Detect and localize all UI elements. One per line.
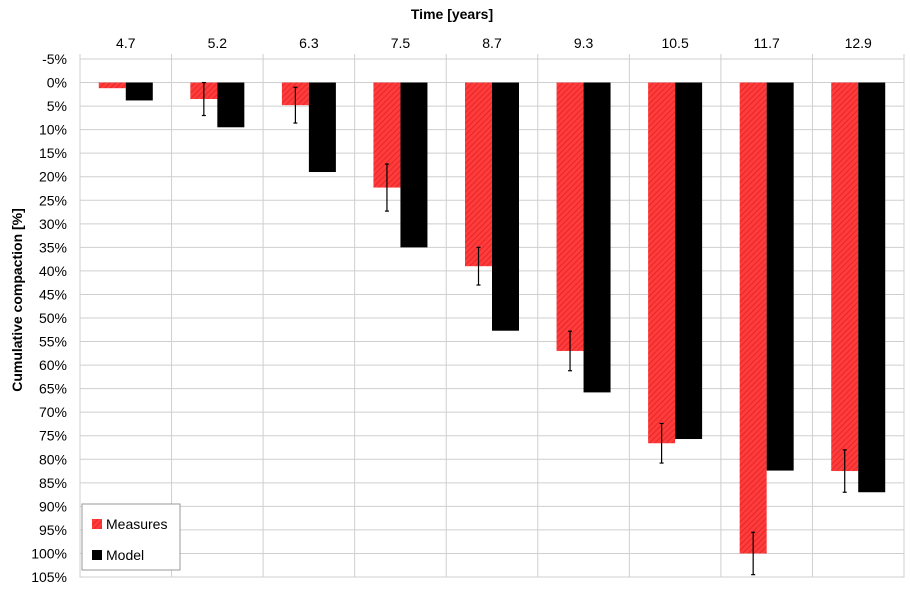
y-tick-label: 45%: [39, 286, 67, 302]
error-bar: [201, 81, 206, 117]
error-bar: [751, 531, 756, 576]
bar-measures: [556, 82, 584, 351]
x-tick-label: 10.5: [661, 35, 688, 51]
y-tick-label: 105%: [31, 569, 67, 585]
legend: Measures Model: [81, 503, 181, 571]
x-tick-label: 7.5: [391, 35, 411, 51]
x-tick-label: 12.9: [845, 35, 872, 51]
error-bar: [842, 449, 847, 493]
y-axis-title: Cumulative compaction [%]: [9, 208, 25, 392]
y-tick-label: 25%: [39, 192, 67, 208]
y-tick-label: 50%: [39, 310, 67, 326]
bar-model: [858, 82, 886, 493]
error-bar: [384, 163, 389, 212]
bar-model: [675, 82, 703, 440]
x-axis-title: Time [years]: [411, 6, 493, 22]
x-tick-label: 5.2: [208, 35, 228, 51]
legend-label-measures: Measures: [106, 516, 167, 532]
y-tick-label: 70%: [39, 404, 67, 420]
y-tick-label: 65%: [39, 381, 67, 397]
y-tick-label: 75%: [39, 428, 67, 444]
bar-model: [583, 82, 611, 393]
y-tick-label: 90%: [39, 498, 67, 514]
bar-measures: [98, 82, 126, 89]
bar-model: [766, 82, 794, 471]
y-tick-label: 10%: [39, 122, 67, 138]
y-tick-label: 60%: [39, 357, 67, 373]
x-tick-label: 9.3: [574, 35, 594, 51]
bar-measures: [739, 82, 767, 554]
legend-swatch-measures: [92, 519, 102, 529]
bar-model: [308, 82, 336, 173]
bar-model: [217, 82, 245, 128]
x-tick-label: 8.7: [482, 35, 502, 51]
y-tick-label: 85%: [39, 475, 67, 491]
y-tick-label: 15%: [39, 145, 67, 161]
y-tick-label: 40%: [39, 263, 67, 279]
legend-label-model: Model: [106, 547, 144, 563]
x-tick-label: 11.7: [754, 35, 780, 51]
x-tick-label: 4.7: [116, 35, 136, 51]
bar-model: [400, 82, 428, 248]
bar-measures: [831, 82, 859, 472]
y-tick-label: 80%: [39, 451, 67, 467]
y-tick-label: -5%: [42, 51, 67, 67]
y-tick-label: 95%: [39, 522, 67, 538]
y-tick-label: 55%: [39, 334, 67, 350]
y-tick-label: 0%: [47, 75, 67, 91]
x-tick-label: 6.3: [299, 35, 319, 51]
bar-model: [492, 82, 519, 331]
bar-measures: [648, 82, 676, 444]
bar-model: [125, 82, 153, 101]
error-bar: [293, 86, 298, 124]
y-tick-label: 5%: [47, 98, 67, 114]
bar-measures: [465, 82, 492, 267]
y-tick-label: 35%: [39, 239, 67, 255]
error-bar: [568, 330, 573, 372]
error-bar: [659, 422, 664, 464]
y-tick-label: 20%: [39, 169, 67, 185]
legend-swatch-model: [92, 550, 102, 560]
error-bar: [476, 246, 481, 286]
y-tick-label: 30%: [39, 216, 67, 232]
y-tick-label: 100%: [31, 545, 67, 561]
